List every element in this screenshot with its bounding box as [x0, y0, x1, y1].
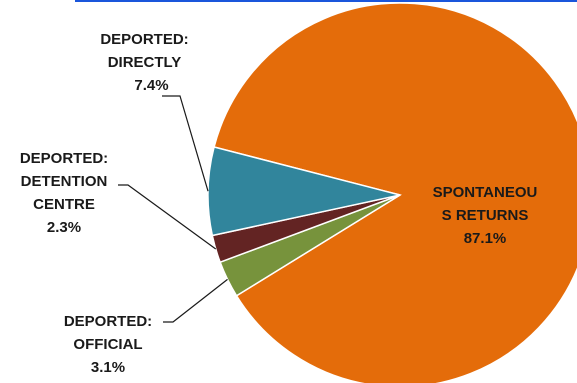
label-line: DEPORTED: [100, 31, 189, 48]
leader-line-deported-detention-centre [118, 184, 217, 250]
slice-spontaneous-returns [213, 2, 577, 383]
label-line: 87.1% [463, 230, 507, 247]
slices-layer [207, 2, 577, 383]
label-line: DIRECTLY [107, 54, 182, 71]
label-line: OFFICIAL [73, 336, 143, 353]
label-line: 2.3% [46, 219, 82, 236]
leader-lines-layer [118, 95, 228, 323]
slice-label-spontaneous-returns: SPONTANEOU S RETURNS 87.1% [425, 181, 545, 250]
leader-line-deported-directly [162, 95, 209, 192]
label-line: DETENTION [20, 173, 108, 190]
leader-line-deported-official [163, 278, 228, 323]
slice-label-deported-official: DEPORTED: OFFICIAL 3.1% [46, 310, 170, 379]
label-line: 3.1% [90, 359, 126, 376]
slice-label-deported-detention-centre: DEPORTED: DETENTION CENTRE 2.3% [2, 147, 126, 239]
header-link-underline [75, 0, 577, 2]
label-line: DEPORTED: [63, 313, 153, 330]
label-line: CENTRE [33, 196, 95, 213]
label-line: SPONTANEOU [432, 184, 538, 201]
label-line: DEPORTED: [19, 150, 109, 167]
slice-label-deported-directly: DEPORTED: DIRECTLY 7.4% [82, 28, 207, 97]
label-line: S RETURNS [441, 207, 529, 224]
label-line: 7.4% [134, 77, 169, 94]
